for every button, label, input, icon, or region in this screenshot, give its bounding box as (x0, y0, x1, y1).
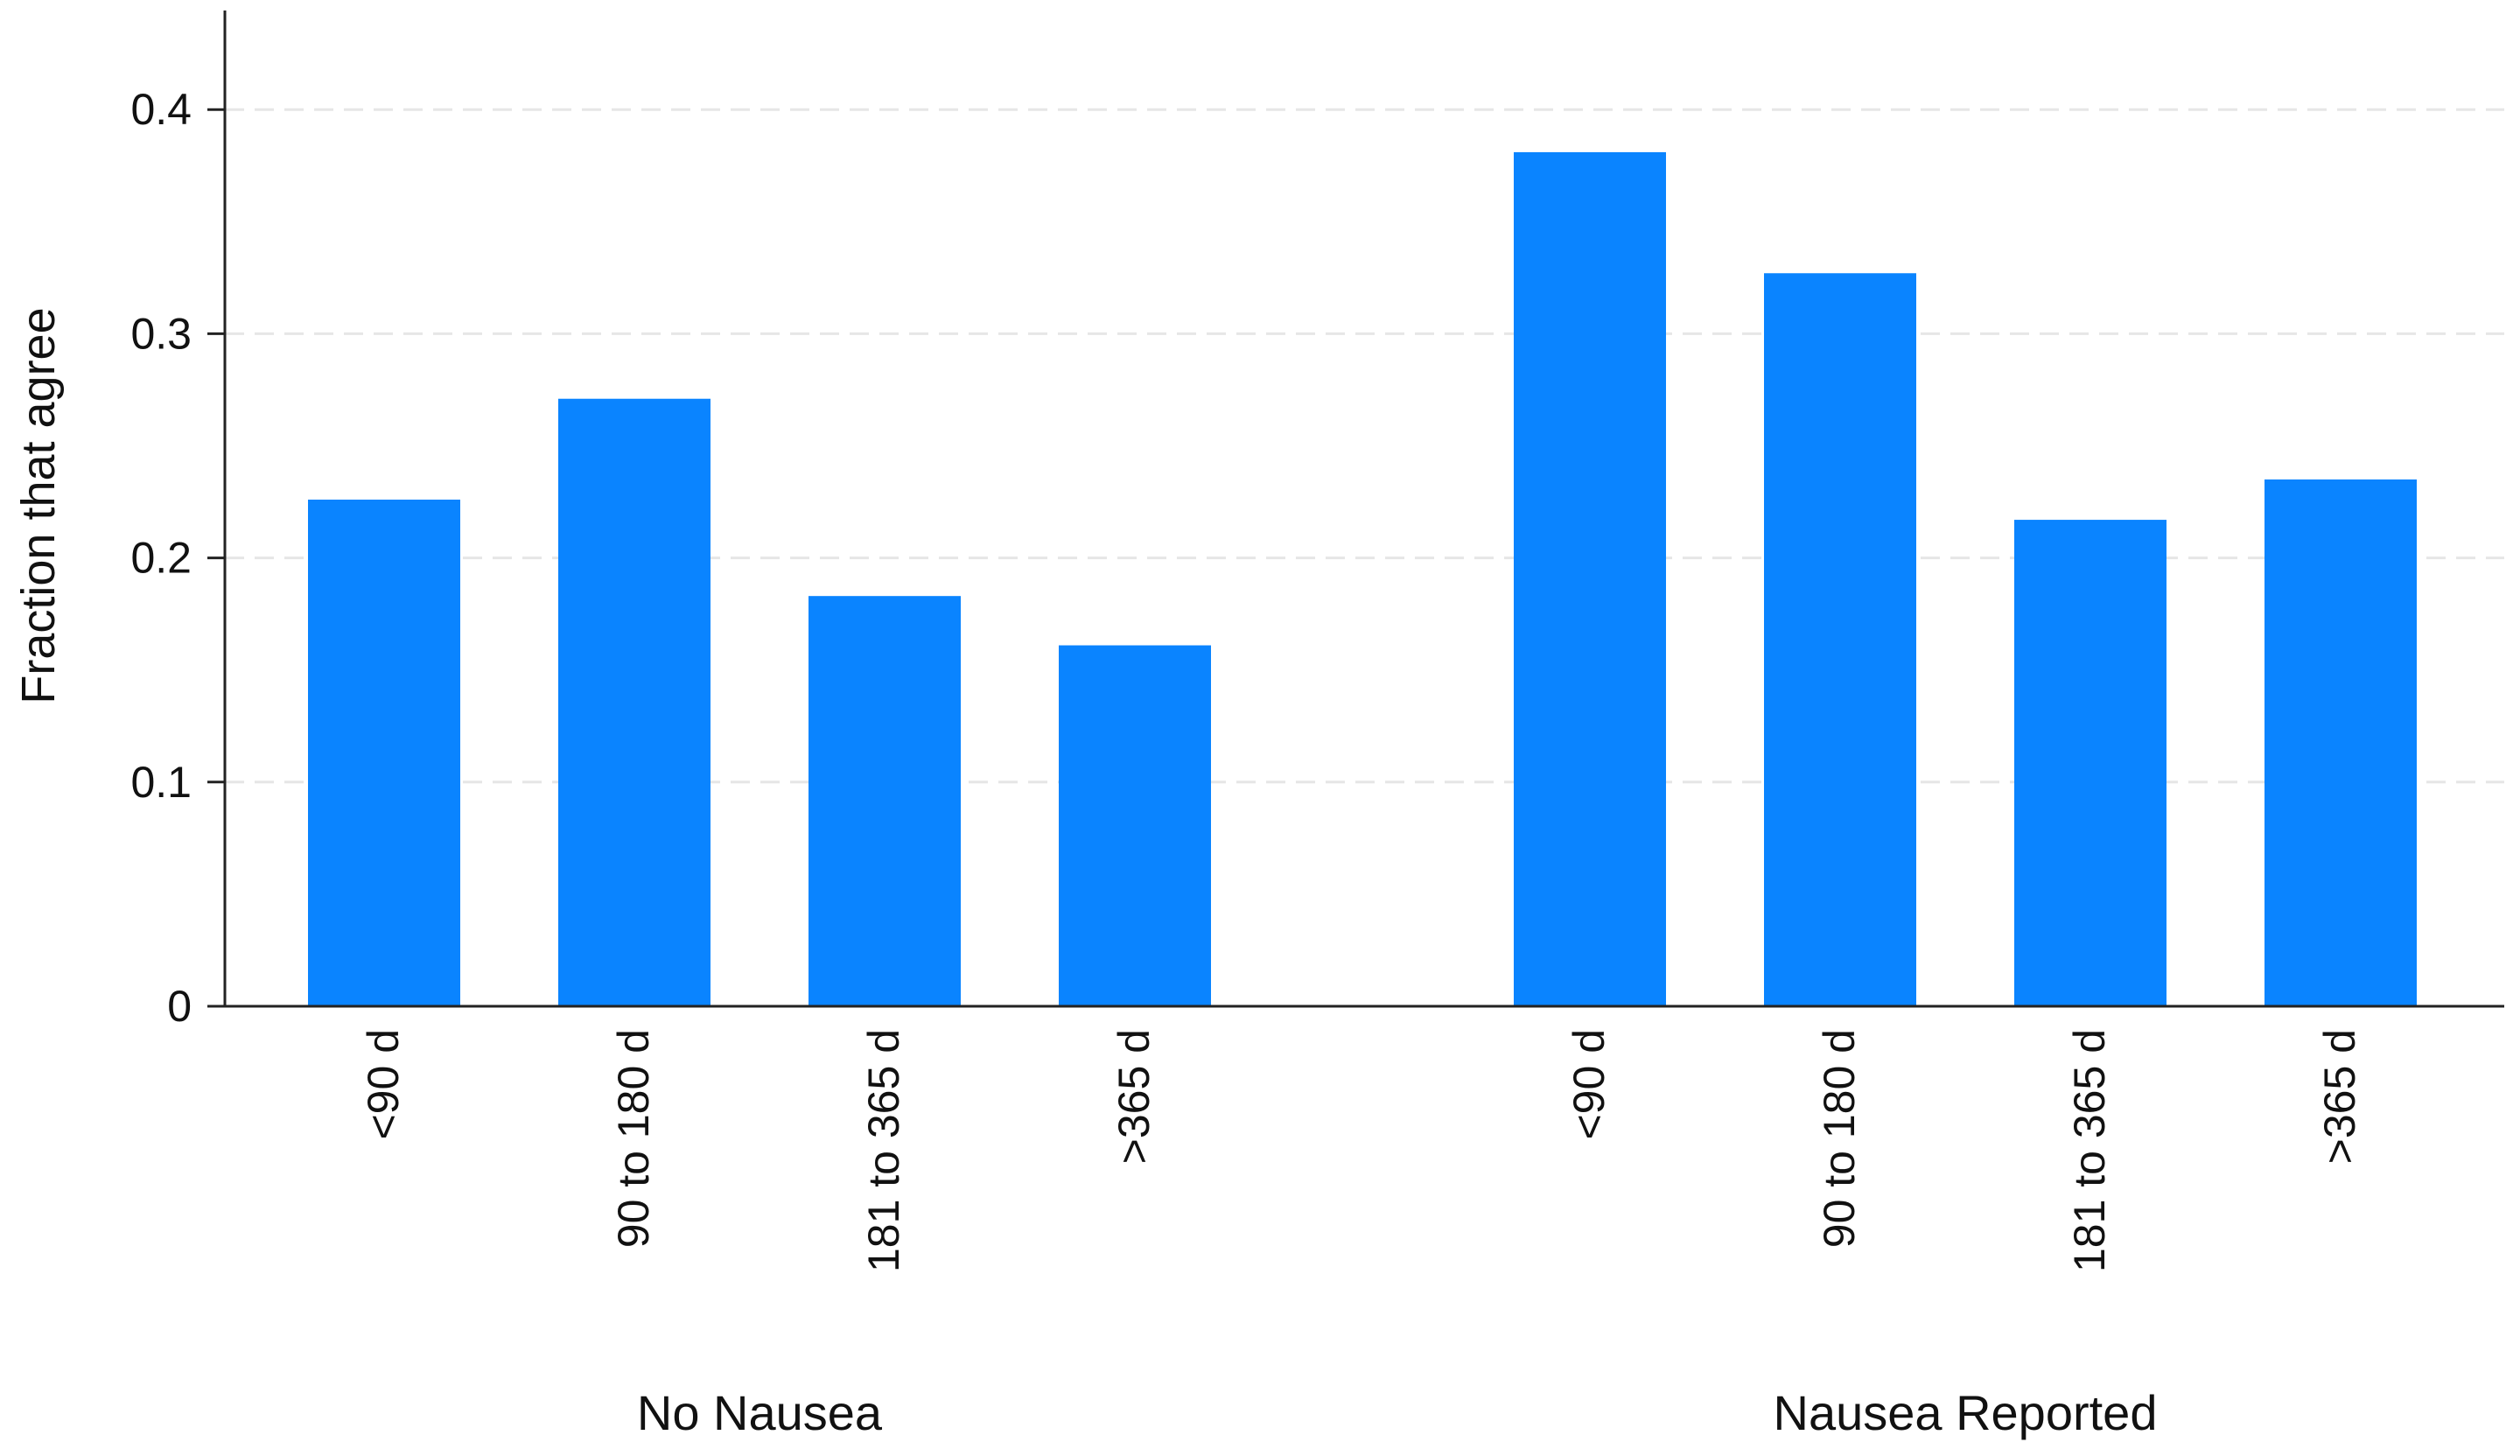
bar (2264, 479, 2417, 1006)
y-tick-label: 0.4 (130, 85, 192, 134)
bars (308, 151, 2417, 1006)
x-category-label: 90 to 180 d (1815, 1029, 1864, 1248)
group-labels: No Nausea Nausea Reported (637, 1385, 2158, 1440)
x-category-label: >365 d (1110, 1029, 1158, 1164)
x-category-labels: <90 d 90 to 180 d 181 to 365 d >365 d <90 d 9… (359, 1029, 2364, 1272)
group-label: Nausea Reported (1774, 1385, 2158, 1440)
x-category-label: 181 to 365 d (859, 1029, 908, 1272)
group-label: No Nausea (637, 1385, 883, 1440)
y-ticks: 0 0.1 0.2 0.3 0.4 (130, 85, 225, 1031)
x-category-label: >365 d (2315, 1029, 2364, 1164)
axes (223, 10, 2504, 1008)
y-axis-title: Fraction that agree (12, 307, 65, 704)
gridlines (225, 108, 2504, 784)
y-tick-label: 0.2 (130, 534, 192, 583)
bar (558, 398, 710, 1006)
bar (2014, 520, 2166, 1006)
bar (1514, 151, 1666, 1006)
bar (308, 500, 460, 1006)
x-category-label: <90 d (359, 1029, 408, 1140)
x-category-label: <90 d (1564, 1029, 1614, 1140)
bar (1059, 645, 1211, 1006)
bar (808, 596, 961, 1006)
y-tick-label: 0 (167, 982, 192, 1031)
y-tick-label: 0.3 (130, 309, 192, 358)
bar (1764, 273, 1916, 1006)
y-tick-label: 0.1 (130, 758, 192, 807)
x-category-label: 181 to 365 d (2065, 1029, 2114, 1272)
x-category-label: 90 to 180 d (609, 1029, 658, 1248)
